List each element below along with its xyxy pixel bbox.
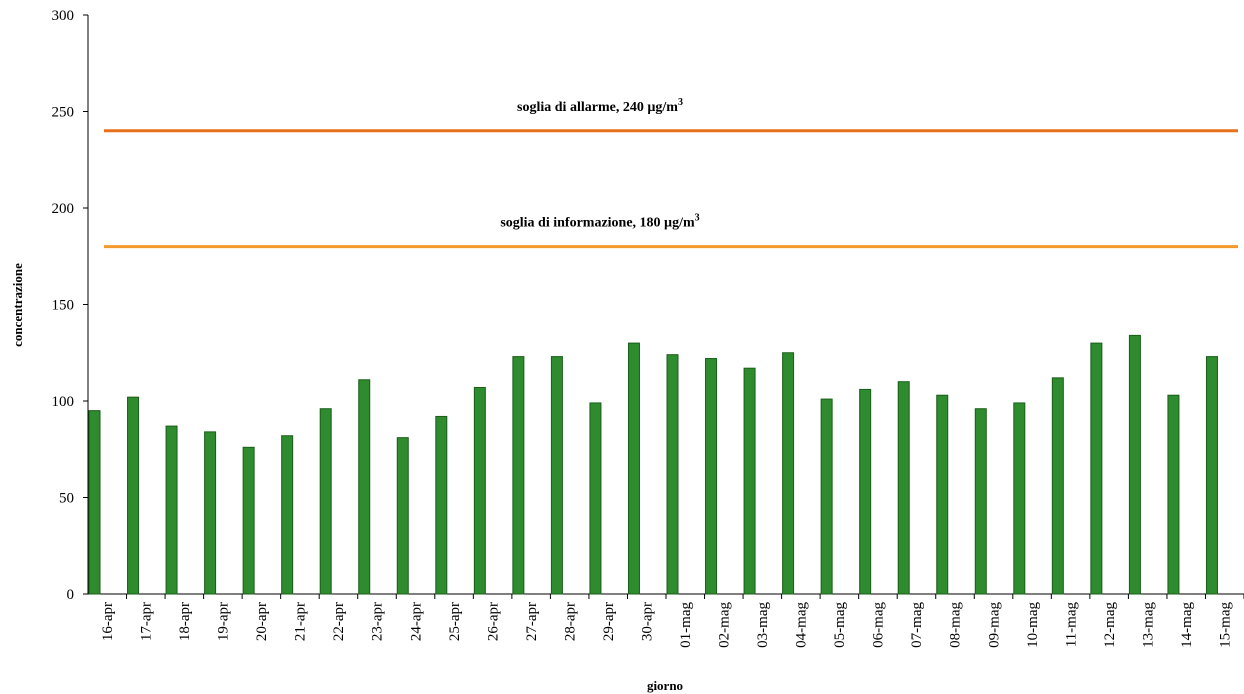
bar bbox=[936, 394, 949, 595]
x-tick-label: 26-apr bbox=[485, 602, 501, 641]
threshold-sup: 3 bbox=[695, 213, 700, 224]
threshold-label: soglia di allarme, 240 µg/m3 bbox=[517, 97, 683, 115]
bar bbox=[396, 437, 409, 595]
y-tick-label: 200 bbox=[52, 201, 75, 217]
bar bbox=[358, 379, 371, 595]
x-tick-label: 05-mag bbox=[832, 602, 848, 648]
x-tick-label: 04-mag bbox=[794, 602, 810, 648]
bar bbox=[435, 415, 448, 595]
x-tick-label: 24-apr bbox=[408, 602, 424, 641]
x-tick-label: 20-apr bbox=[254, 602, 270, 641]
bar bbox=[281, 435, 294, 595]
x-axis-title: giorno bbox=[647, 678, 683, 693]
x-tick-label: 15-mag bbox=[1217, 602, 1233, 648]
x-tick-label: 23-apr bbox=[370, 602, 386, 641]
bar bbox=[204, 431, 217, 595]
bar bbox=[1013, 402, 1026, 595]
bar bbox=[705, 358, 718, 595]
bar bbox=[743, 367, 756, 595]
x-tick-label: 11-mag bbox=[1063, 602, 1079, 648]
bar bbox=[859, 388, 872, 595]
x-tick-label: 17-apr bbox=[139, 602, 155, 641]
x-tick-label: 12-mag bbox=[1102, 602, 1118, 648]
x-tick-label: 27-apr bbox=[524, 602, 540, 641]
bar bbox=[627, 342, 640, 595]
x-tick-label: 14-mag bbox=[1179, 602, 1195, 648]
bar bbox=[589, 402, 602, 595]
x-tick-label: 02-mag bbox=[717, 602, 733, 648]
threshold-label: soglia di informazione, 180 µg/m3 bbox=[500, 213, 699, 231]
bar bbox=[473, 386, 486, 595]
bar bbox=[1167, 394, 1180, 595]
y-tick-label: 150 bbox=[52, 298, 75, 314]
threshold-text: soglia di allarme, 240 µg/m bbox=[517, 100, 678, 115]
x-tick-label: 18-apr bbox=[177, 602, 193, 641]
x-tick-label: 16-apr bbox=[100, 602, 116, 641]
threshold-text: soglia di informazione, 180 µg/m bbox=[500, 216, 695, 231]
y-tick-label: 50 bbox=[59, 491, 74, 507]
x-tick-label: 30-apr bbox=[639, 602, 655, 641]
x-tick-label: 07-mag bbox=[909, 602, 925, 648]
bar bbox=[897, 381, 910, 595]
y-axis-title: concentrazione bbox=[10, 263, 25, 347]
x-tick-label: 19-apr bbox=[216, 602, 232, 641]
bar bbox=[820, 398, 833, 595]
x-tick-label: 06-mag bbox=[871, 602, 887, 648]
bar bbox=[550, 356, 563, 595]
x-tick-label: 29-apr bbox=[601, 602, 617, 641]
bar bbox=[512, 356, 525, 595]
bar bbox=[1051, 377, 1064, 595]
bar bbox=[1090, 342, 1103, 595]
bar bbox=[242, 446, 255, 595]
x-tick-label: 22-apr bbox=[331, 602, 347, 641]
x-tick-label: 08-mag bbox=[948, 602, 964, 648]
x-tick-label: 03-mag bbox=[755, 602, 771, 648]
x-tick-label: 21-apr bbox=[293, 602, 309, 641]
bar bbox=[782, 352, 795, 595]
bar bbox=[319, 408, 332, 595]
threshold-sup: 3 bbox=[678, 97, 683, 108]
y-tick-label: 250 bbox=[52, 105, 75, 121]
x-tick-label: 28-apr bbox=[562, 602, 578, 641]
x-tick-label: 01-mag bbox=[678, 602, 694, 648]
x-tick-label: 13-mag bbox=[1140, 602, 1156, 648]
bar bbox=[88, 410, 101, 595]
bar bbox=[127, 396, 140, 595]
y-tick-label: 100 bbox=[52, 394, 75, 410]
bar bbox=[974, 408, 987, 595]
bar bbox=[1128, 334, 1141, 595]
bar bbox=[165, 425, 178, 595]
x-tick-label: 09-mag bbox=[986, 602, 1002, 648]
x-tick-label: 25-apr bbox=[447, 602, 463, 641]
bar bbox=[666, 354, 679, 595]
y-tick-label: 0 bbox=[67, 587, 75, 603]
y-tick-label: 300 bbox=[52, 8, 75, 24]
bar bbox=[1205, 356, 1218, 595]
x-tick-label: 10-mag bbox=[1025, 602, 1041, 648]
